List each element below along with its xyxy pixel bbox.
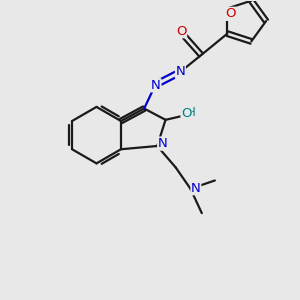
Text: N: N bbox=[158, 137, 167, 150]
Text: N: N bbox=[176, 65, 185, 78]
Text: O: O bbox=[181, 107, 192, 120]
Text: N: N bbox=[151, 79, 161, 92]
Text: N: N bbox=[191, 182, 201, 195]
Text: H: H bbox=[187, 106, 196, 119]
Text: O: O bbox=[176, 25, 187, 38]
Text: O: O bbox=[226, 7, 236, 20]
